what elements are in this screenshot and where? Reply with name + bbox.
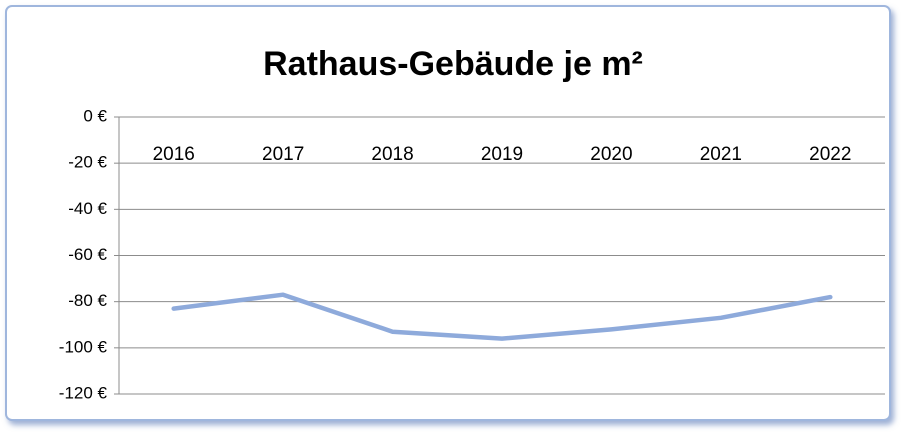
y-tick-label: -40 € bbox=[68, 199, 107, 218]
y-tick-label: -100 € bbox=[59, 337, 108, 356]
chart-frame bbox=[5, 5, 891, 421]
x-tick-label: 2019 bbox=[481, 144, 523, 165]
y-tick-label: 0 € bbox=[83, 106, 107, 125]
y-tick-label: -60 € bbox=[68, 245, 107, 264]
data-line bbox=[171, 292, 833, 341]
y-tick-label: -20 € bbox=[68, 153, 107, 172]
x-tick-label: 2018 bbox=[371, 144, 413, 165]
x-tick-label: 2017 bbox=[262, 144, 304, 165]
x-tick-label: 2021 bbox=[700, 144, 742, 165]
y-tick-label: -120 € bbox=[59, 383, 108, 402]
x-tick-label: 2016 bbox=[153, 144, 195, 165]
x-tick-label: 2020 bbox=[590, 144, 632, 165]
chart-title: Rathaus-Gebäude je m² bbox=[263, 45, 643, 83]
x-tick-label: 2022 bbox=[809, 144, 851, 165]
y-tick-label: -80 € bbox=[68, 291, 107, 310]
